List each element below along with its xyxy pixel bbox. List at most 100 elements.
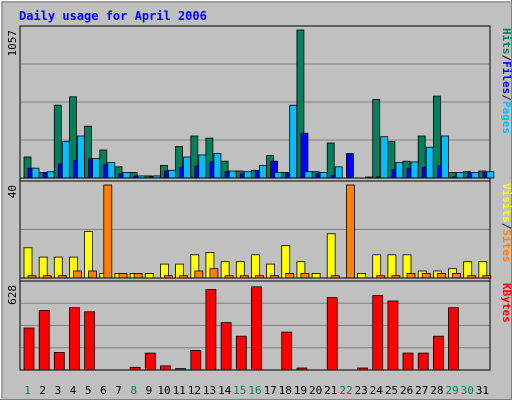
series-label-part: Visits — [500, 183, 512, 223]
bar-pages-day-25 — [395, 162, 404, 179]
x-tick-label-20: 20 — [309, 384, 322, 397]
bar-sites-day-5 — [88, 270, 97, 279]
bar-visits-day-1 — [23, 247, 33, 279]
bar-pages-day-15 — [243, 171, 252, 179]
panel-bot: 628 KBytes — [6, 277, 512, 371]
panel-series-label: Hits/Files/Pages — [500, 28, 512, 134]
x-tick-label-2: 2 — [39, 384, 46, 397]
x-tick-label-4: 4 — [70, 384, 77, 397]
panel-max-label: 1057 — [6, 30, 19, 57]
x-tick-label-22: 22 — [339, 384, 352, 397]
series-label-part: / — [500, 94, 512, 101]
chart-title: Daily usage for April 2006 — [19, 9, 207, 23]
x-tick-label-8: 8 — [130, 384, 137, 397]
panel-max-label: 628 — [6, 285, 19, 305]
bar-sites-day-28 — [436, 272, 446, 279]
bar-kbytes-day-19 — [296, 367, 308, 371]
bar-kbytes-day-26 — [402, 352, 414, 371]
bar-sites-day-29 — [452, 272, 461, 279]
x-tick-label-10: 10 — [157, 384, 170, 397]
x-tick-label-29: 29 — [445, 384, 458, 397]
bar-pages-day-27 — [425, 146, 434, 179]
bar-kbytes-day-23 — [357, 367, 368, 371]
bar-kbytes-day-10 — [160, 365, 171, 371]
bar-pages-day-1 — [31, 167, 40, 179]
x-tick-label-6: 6 — [100, 384, 107, 397]
bar-sites-day-12 — [194, 270, 204, 279]
panel-series-label: KBytes — [500, 283, 512, 323]
bar-kbytes-day-4 — [69, 307, 80, 371]
x-tick-label-30: 30 — [461, 384, 474, 397]
bar-visits-day-2 — [38, 256, 48, 279]
bar-kbytes-day-3 — [53, 351, 65, 371]
panel-series-label: Visits/Sites — [500, 183, 512, 263]
bar-pages-day-11 — [183, 156, 192, 179]
bar-sites-day-4 — [73, 270, 82, 279]
bar-pages-day-17 — [274, 171, 283, 179]
bar-kbytes-day-24 — [372, 295, 384, 371]
bar-pages-day-29 — [456, 171, 464, 179]
bar-pages-day-26 — [410, 161, 419, 179]
bar-kbytes-day-25 — [387, 300, 399, 371]
x-tick-label-1: 1 — [24, 384, 31, 397]
bar-pages-day-13 — [213, 153, 222, 179]
bar-pages-day-5 — [92, 157, 100, 179]
bar-sites-day-8 — [133, 272, 143, 279]
bar-pages-day-3 — [61, 141, 70, 179]
x-tick-label-19: 19 — [294, 384, 307, 397]
bar-sites-day-13 — [209, 268, 219, 279]
bar-pages-day-4 — [77, 135, 85, 179]
bar-sites-day-22 — [345, 184, 355, 279]
x-tick-label-11: 11 — [173, 384, 186, 397]
bar-pages-day-24 — [380, 136, 389, 179]
bar-sites-day-7 — [118, 272, 128, 279]
bar-pages-day-21 — [334, 166, 343, 179]
bar-kbytes-day-16 — [250, 286, 262, 371]
bar-kbytes-day-29 — [448, 307, 459, 371]
bar-kbytes-day-8 — [129, 366, 141, 371]
bar-pages-day-12 — [198, 154, 207, 179]
bar-sites-day-26 — [406, 272, 416, 279]
bar-kbytes-day-1 — [23, 327, 35, 371]
x-tick-label-15: 15 — [233, 384, 246, 397]
bar-pages-day-2 — [46, 171, 55, 179]
x-tick-label-16: 16 — [248, 384, 261, 397]
bar-sites-day-18 — [285, 272, 295, 279]
bar-kbytes-day-12 — [190, 349, 202, 371]
bar-kbytes-day-14 — [220, 322, 232, 371]
x-tick-label-5: 5 — [85, 384, 92, 397]
x-tick-label-23: 23 — [354, 384, 367, 397]
bar-kbytes-day-11 — [175, 368, 187, 371]
bar-pages-day-19 — [304, 171, 313, 179]
x-tick-label-25: 25 — [385, 384, 398, 397]
bar-pages-day-30 — [471, 171, 480, 179]
bar-pages-day-18 — [289, 104, 298, 179]
bar-pages-day-16 — [258, 164, 267, 179]
series-label-part: Sites — [500, 229, 512, 262]
bar-sites-day-19 — [300, 272, 310, 279]
bar-files-day-22 — [345, 153, 354, 179]
bar-pages-day-6 — [107, 162, 116, 179]
x-tick-label-27: 27 — [415, 384, 428, 397]
panel-separator — [19, 177, 491, 182]
bar-kbytes-day-18 — [281, 331, 293, 371]
bar-visits-day-9 — [144, 272, 154, 279]
panel-top: 1057 Hits/Files/Pages — [6, 28, 512, 179]
bar-pages-day-20 — [319, 171, 328, 179]
panel-mid: 40 Visits/Sites — [6, 177, 512, 279]
x-tick-label-13: 13 — [203, 384, 216, 397]
x-tick-label-24: 24 — [370, 384, 384, 397]
x-tick-label-14: 14 — [218, 384, 232, 397]
bar-visits-day-24 — [372, 254, 382, 279]
x-tick-label-7: 7 — [115, 384, 122, 397]
x-tick-label-18: 18 — [279, 384, 292, 397]
bar-visits-day-20 — [311, 272, 321, 279]
bar-pages-day-14 — [228, 170, 237, 179]
series-label-part: Hits — [500, 28, 512, 55]
x-tick-label-12: 12 — [188, 384, 201, 397]
series-label-part: / — [500, 55, 512, 62]
series-label-part: Files — [500, 61, 512, 94]
bar-kbytes-day-2 — [38, 309, 50, 371]
x-tick-label-17: 17 — [264, 384, 277, 397]
bar-pages-day-7 — [122, 171, 131, 179]
